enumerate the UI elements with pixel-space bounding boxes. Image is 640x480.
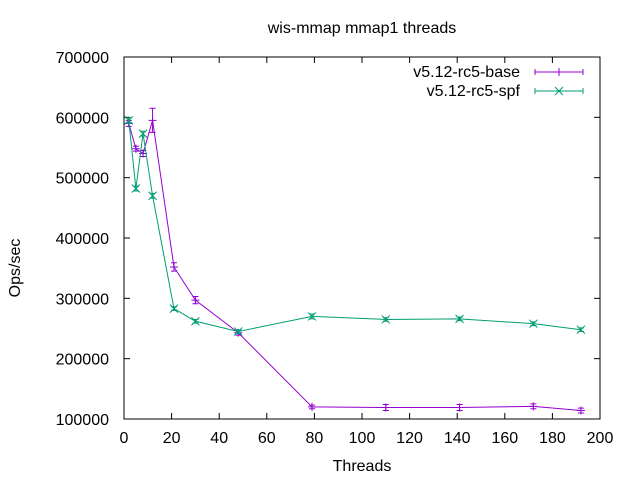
plot-area: 0 20 40 60 80 100 120 140 160 180 200 100000 200000 3… <box>56 50 614 447</box>
y-tick-label: 600000 <box>56 110 109 127</box>
x-tick-label: 160 <box>491 430 518 447</box>
data-point <box>307 312 317 321</box>
legend-label: v5.12-rc5-base <box>413 64 520 81</box>
legend-errorbar-caps <box>534 69 584 75</box>
data-point <box>169 304 179 313</box>
x-axis-label: Threads <box>333 458 392 475</box>
y-tick-label: 500000 <box>56 171 109 188</box>
y-tick-label: 300000 <box>56 291 109 308</box>
x-tick-label: 0 <box>120 430 129 447</box>
series-line <box>128 120 582 412</box>
series-1 <box>124 115 586 336</box>
y-tick-label: 200000 <box>56 352 109 369</box>
legend-label: v5.12-rc5-spf <box>427 83 521 100</box>
data-point <box>529 319 538 329</box>
data-point <box>124 115 134 125</box>
y-tick-label: 100000 <box>56 412 109 429</box>
x-tick-label: 120 <box>396 430 423 447</box>
x-tick-label: 180 <box>539 430 566 447</box>
y-axis-label: Ops/sec <box>7 239 24 298</box>
data-point <box>381 315 391 324</box>
y-tick-label: 400000 <box>56 231 109 248</box>
data-point <box>191 316 200 326</box>
data-point <box>148 116 157 125</box>
data-point <box>148 191 157 201</box>
x-tick-label: 40 <box>210 430 228 447</box>
legend-entry-0: v5.12-rc5-base <box>413 64 584 81</box>
plot-border <box>123 56 601 420</box>
data-point <box>191 296 200 305</box>
data-point <box>576 406 585 415</box>
legend-entry-1: v5.12-rc5-spf <box>427 83 584 100</box>
series-0 <box>124 107 585 415</box>
data-point <box>308 402 317 411</box>
legend-marker <box>555 68 563 76</box>
x-tick-label: 20 <box>163 430 181 447</box>
y-tick-label: 700000 <box>56 50 109 67</box>
chart-title: wis-mmap mmap1 threads <box>267 20 457 37</box>
data-point <box>233 327 243 336</box>
data-point <box>138 129 148 138</box>
legend-marker <box>554 86 564 96</box>
data-point <box>455 314 464 324</box>
data-point <box>455 403 464 412</box>
x-tick-label: 100 <box>349 430 376 447</box>
data-point <box>169 262 178 271</box>
data-point <box>381 403 390 412</box>
legend-errorbar-caps <box>534 88 584 94</box>
data-point <box>131 144 140 153</box>
data-point <box>576 325 586 335</box>
x-tick-label: 60 <box>258 430 276 447</box>
data-point <box>131 184 141 193</box>
data-point <box>529 402 538 411</box>
x-tick-label: 80 <box>306 430 324 447</box>
x-tick-label: 200 <box>587 430 614 447</box>
series-line <box>128 120 582 333</box>
x-tick-label: 140 <box>444 430 471 447</box>
